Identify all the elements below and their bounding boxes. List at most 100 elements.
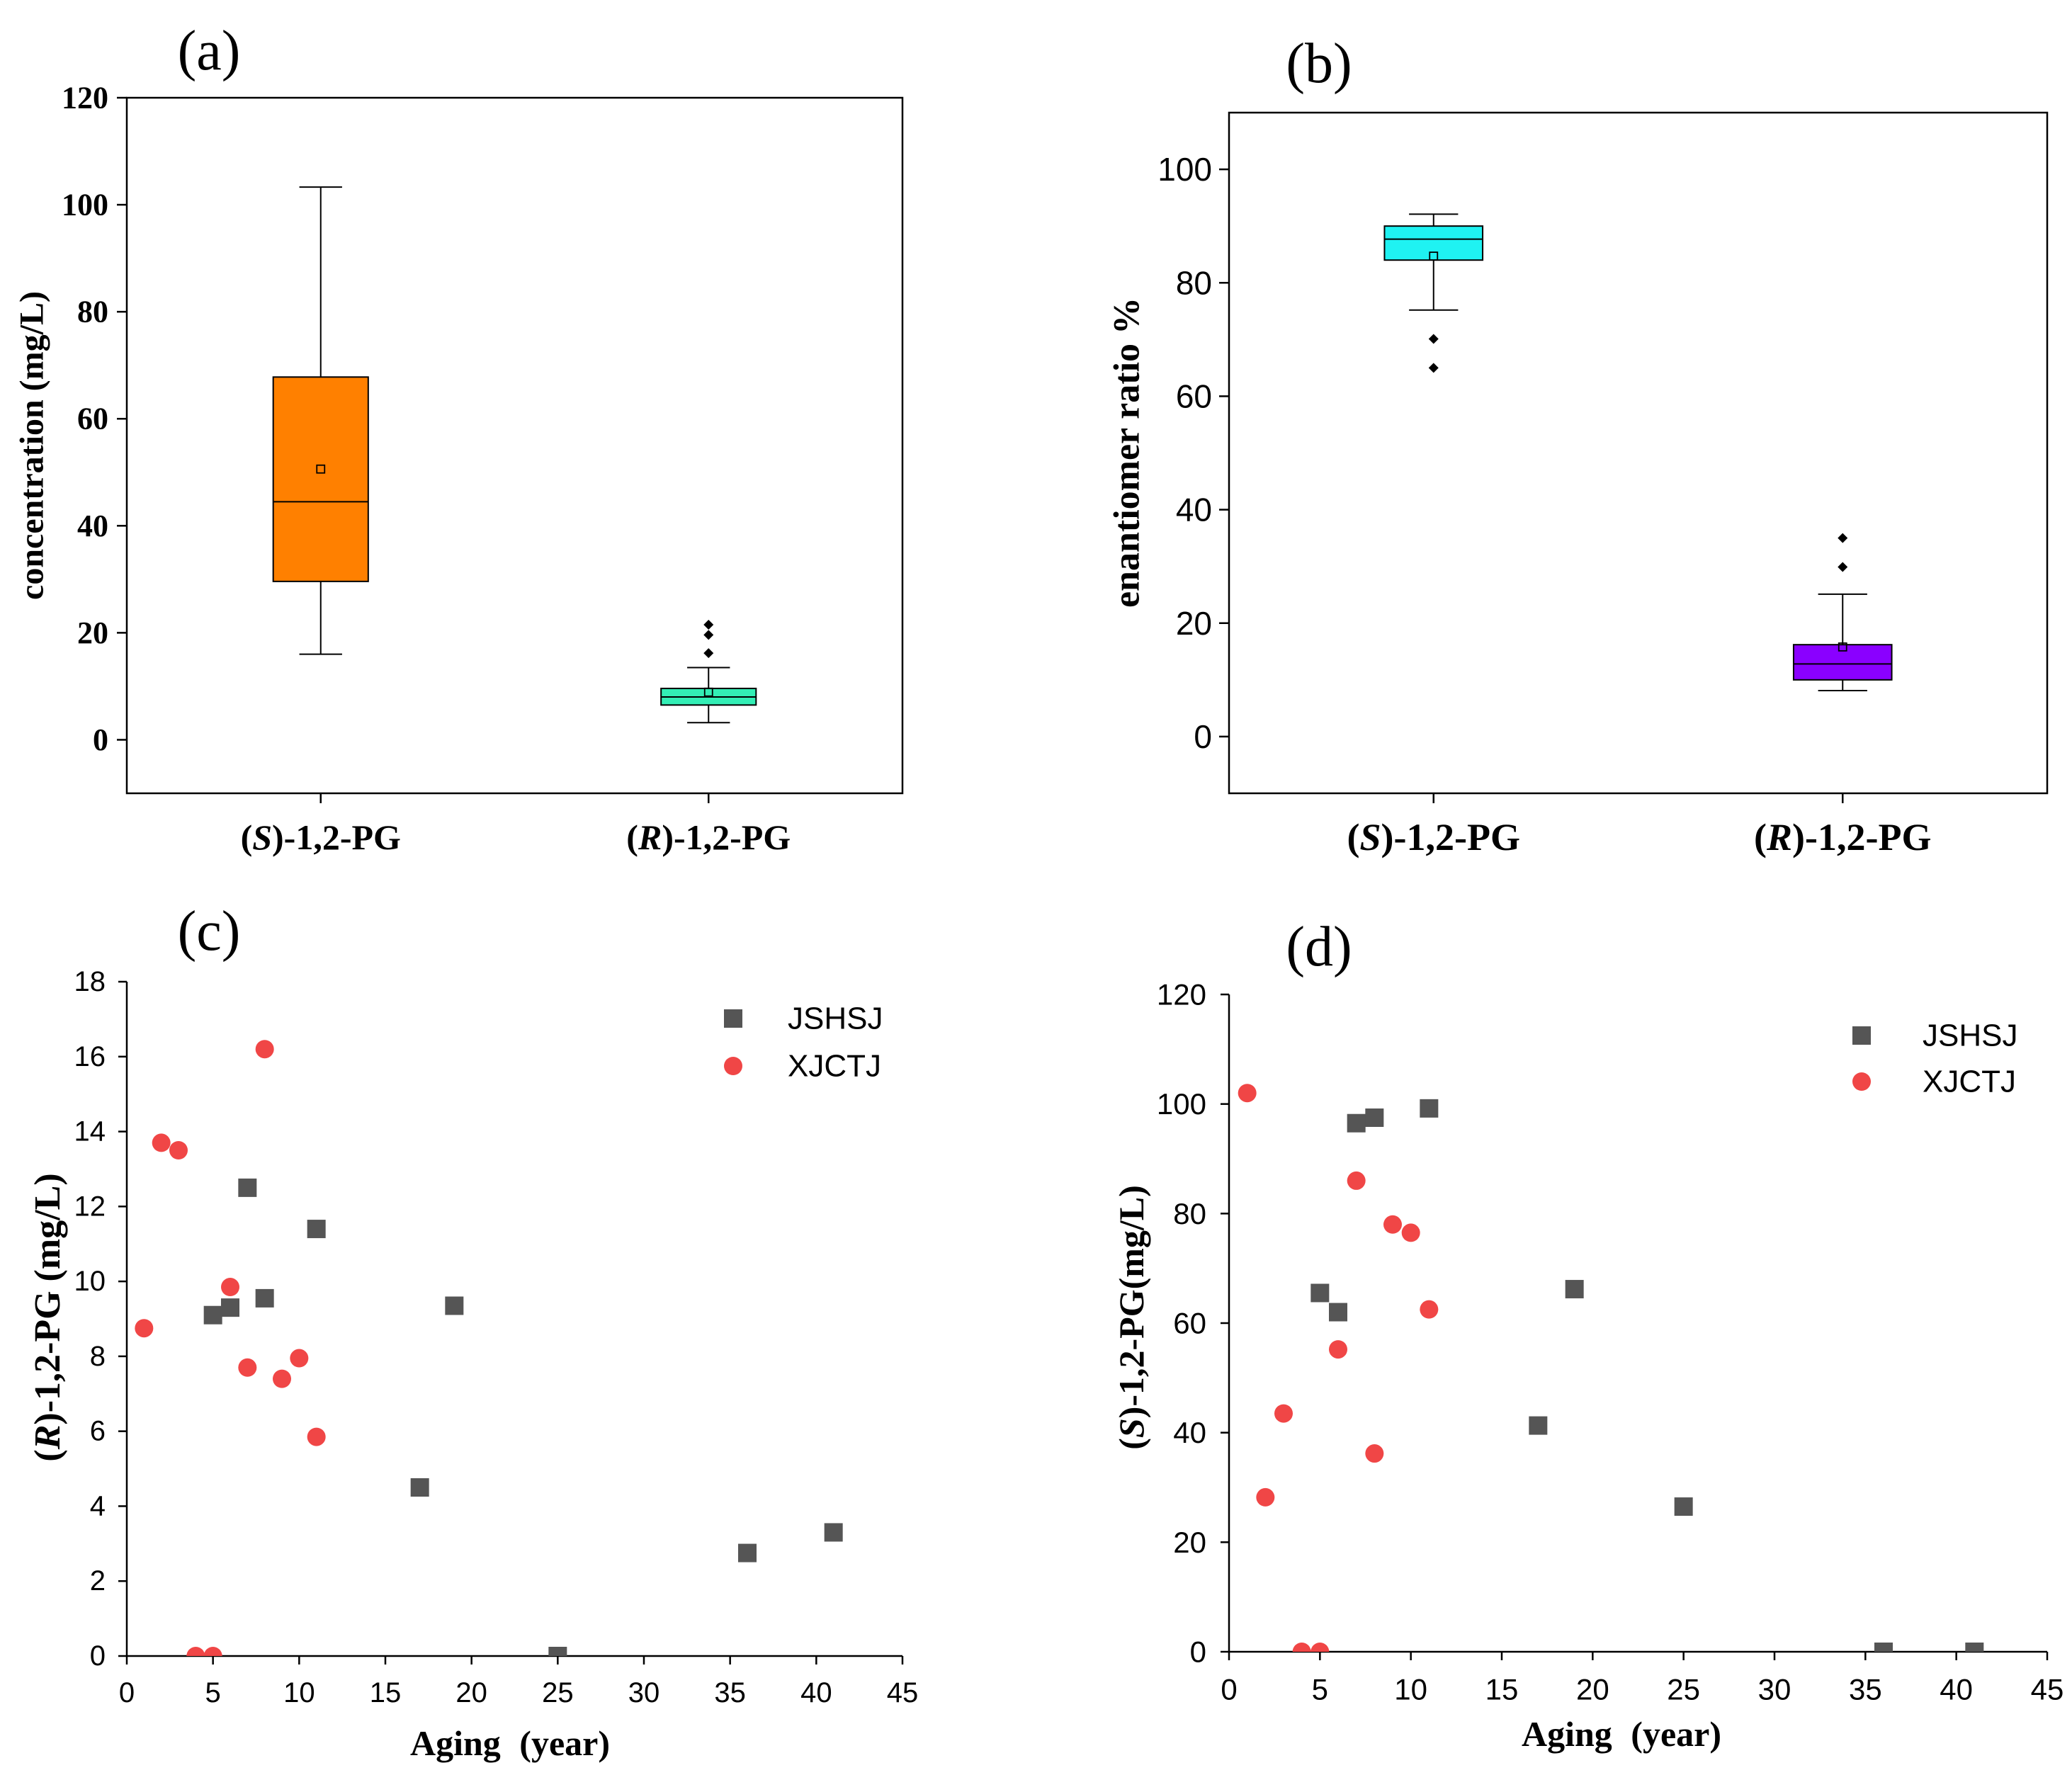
panel-b: 0 20 40 60 80 100 (S)-1,2-PG (R)-1,2-PG (b) enant… [1107,33,2049,858]
box-r-1-2-pg [660,620,757,724]
point-xjctj [307,1427,326,1446]
y-tick-label: 80 [1176,264,1212,301]
y-tick-label: 12 [74,1191,106,1222]
legend-marker-circle [724,1057,742,1075]
panel-label: (c) [178,900,241,963]
mean-marker [1838,642,1847,652]
point-xjctj [1347,1171,1366,1190]
box-s-1-2-pg [272,186,369,655]
point-xjctj [152,1133,171,1152]
x-axis: 0 5 10 15 20 25 30 35 40 45 Aging (year) [119,1655,919,1763]
point-xjctj [1238,1084,1257,1103]
y-tick-label: 4 [90,1490,106,1521]
point-xjctj [186,1647,205,1656]
x-tick-label: 45 [2031,1673,2064,1706]
y-axis: 0 20 40 60 80 100 [1157,151,1229,755]
point-jshsj [548,1647,567,1656]
point-jshsj [1529,1416,1548,1435]
y-axis-title: enantiomer ratio % [1107,297,1148,608]
series-jshsj [203,1178,843,1656]
box-s-1-2-pg [1383,213,1484,373]
x-category-label: (R)-1,2-PG [626,817,791,857]
outlier-point [703,630,714,640]
y-axis-title: (S)-1,2-PG(mg/L) [1111,1185,1151,1450]
y-tick-label: 8 [90,1341,106,1372]
y-tick-label: 40 [1176,492,1212,528]
box-body [272,376,369,582]
box-body [1383,225,1484,261]
x-tick-label: 0 [1221,1673,1237,1706]
x-tick-label: 25 [542,1677,574,1708]
y-tick-label: 18 [74,966,106,997]
point-jshsj [255,1288,274,1308]
x-tick-label: 30 [628,1677,660,1708]
y-axis: 0 2 4 6 8 10 12 14 16 18 [74,966,128,1672]
legend-label: XJCTJ [788,1049,881,1084]
y-tick-label: 80 [1173,1197,1206,1230]
y-tick-label: 2 [90,1565,106,1597]
x-category-label: (R)-1,2-PG [1754,816,1931,858]
legend-item-jshsj: JSHSJ [1852,1019,2017,1053]
point-xjctj [1274,1404,1293,1423]
y-tick-label: 20 [77,616,108,650]
x-tick-label: 10 [283,1677,315,1708]
box-body [1792,644,1893,681]
y-tick-label: 40 [1173,1416,1206,1449]
panel-a: 0 20 40 60 80 100 120 (S)-1,2-PG (R)-1,2-PG (a) co… [13,20,904,857]
x-category-label: (S)-1,2-PG [1347,816,1520,858]
outlier-point [1428,363,1439,373]
x-tick-label: 0 [119,1677,135,1708]
legend-label: XJCTJ [1923,1065,2016,1099]
mean-marker [316,464,326,474]
plot-frame [125,96,904,795]
point-jshsj [1874,1643,1893,1652]
y-tick-label: 60 [1173,1307,1206,1340]
y-tick-label: 20 [1176,605,1212,642]
point-xjctj [1365,1444,1384,1463]
point-jshsj [1565,1280,1584,1299]
mean-marker [1429,251,1439,261]
y-tick-label: 100 [1157,1087,1206,1121]
point-jshsj [410,1478,429,1497]
series-xjctj [135,1040,326,1656]
outlier-point [1838,562,1848,572]
x-tick-label: 15 [1485,1673,1519,1706]
point-xjctj [169,1141,188,1159]
y-tick-label: 14 [74,1116,106,1147]
outlier-point [1838,533,1848,543]
legend-item-xjctj: XJCTJ [1852,1065,2016,1099]
y-tick-label: 0 [90,1640,106,1672]
point-xjctj [238,1358,257,1377]
panel-d: 0 20 40 60 80 100 120 0 5 10 15 20 25 30 35 40 45 Aging (… [1111,916,2063,1754]
x-tick-label: 45 [887,1677,919,1708]
y-axis: 0 20 40 60 80 100 120 [1157,978,1230,1669]
x-tick-label: 20 [1576,1673,1609,1706]
point-jshsj [1674,1497,1693,1516]
outlier-point [1428,334,1439,344]
y-tick-label: 20 [1173,1526,1206,1559]
y-tick-label: 10 [74,1266,106,1297]
y-tick-label: 80 [77,295,108,329]
x-tick-label: 20 [455,1677,487,1708]
point-jshsj [445,1296,464,1315]
data-points [1238,1084,1984,1652]
y-tick-label: 120 [1157,978,1206,1011]
point-jshsj [307,1220,326,1239]
y-tick-label: 60 [77,402,108,436]
y-tick-label: 100 [62,188,108,222]
x-axis: 0 5 10 15 20 25 30 35 40 45 Aging (year) [1221,1650,2064,1754]
x-tick-label: 15 [370,1677,402,1708]
point-jshsj [1347,1113,1366,1133]
point-jshsj [1365,1108,1384,1127]
y-tick-label: 100 [1157,151,1212,188]
y-tick-label: 0 [1190,1635,1206,1669]
point-xjctj [1383,1215,1402,1234]
panel-label: (a) [178,20,241,82]
point-jshsj [1310,1283,1330,1303]
y-tick-label: 40 [77,509,108,543]
series-jshsj [1310,1099,1984,1652]
box-r-1-2-pg [1792,533,1893,692]
x-tick-label: 30 [1758,1673,1791,1706]
legend-label: JSHSJ [1923,1019,2017,1053]
